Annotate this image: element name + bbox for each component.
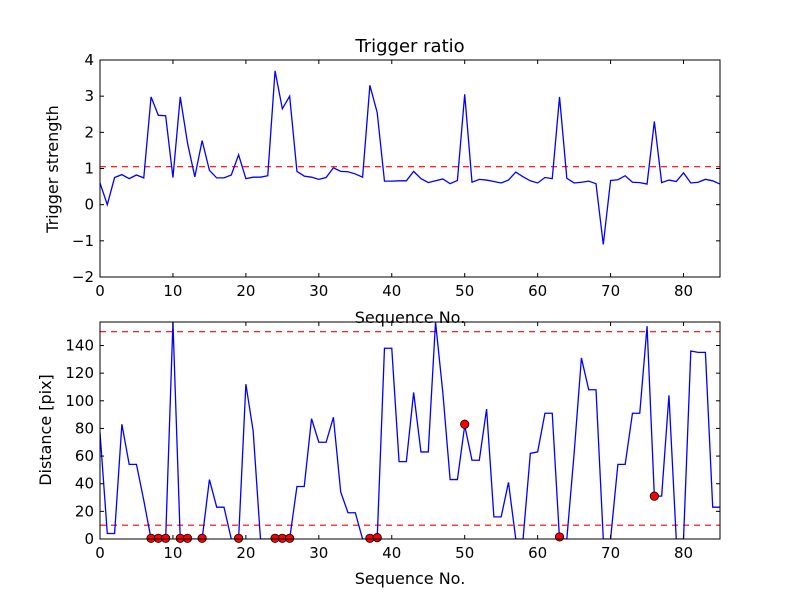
top-x-tick-label: 0 bbox=[95, 282, 105, 300]
bottom-trigger-markers bbox=[146, 419, 659, 543]
top-y-axis-label: Trigger strength bbox=[43, 105, 62, 234]
top-y-tick-label: −1 bbox=[72, 232, 94, 250]
bottom-x-tick-label: 80 bbox=[674, 544, 693, 562]
top-x-tick-label: 20 bbox=[236, 282, 255, 300]
bottom-y-tick-label: 0 bbox=[84, 530, 94, 548]
top-x-tick-label: 30 bbox=[309, 282, 328, 300]
top-x-tick-label: 40 bbox=[382, 282, 401, 300]
top-x-tick-label: 70 bbox=[601, 282, 620, 300]
top-x-tick-label: 50 bbox=[455, 282, 474, 300]
bottom-marker-6 bbox=[233, 533, 244, 543]
bottom-x-tick-label: 10 bbox=[163, 544, 182, 562]
top-y-tick-label: 0 bbox=[84, 196, 94, 214]
bottom-x-tick-label: 0 bbox=[95, 544, 105, 562]
top-x-tick-label: 80 bbox=[674, 282, 693, 300]
top-plot-title: Trigger ratio bbox=[354, 36, 464, 57]
bottom-marker-14 bbox=[649, 491, 659, 501]
bottom-distance-line bbox=[100, 322, 720, 539]
bottom-marker-5 bbox=[197, 533, 207, 543]
bottom-x-axis-label: Sequence No. bbox=[355, 569, 466, 588]
bottom-y-tick-label: 100 bbox=[65, 392, 94, 410]
bottom-y-tick-label: 40 bbox=[75, 475, 94, 493]
top-x-axis-label: Sequence No. bbox=[355, 308, 466, 327]
bottom-y-tick-label: 120 bbox=[65, 364, 94, 382]
top-x-ticks: 0 10 20 30 40 50 60 70 80 bbox=[95, 60, 693, 300]
top-y-tick-label: 4 bbox=[84, 51, 94, 69]
top-x-tick-label: 60 bbox=[528, 282, 547, 300]
bottom-marker-11 bbox=[372, 533, 382, 543]
bottom-marker-9 bbox=[285, 533, 295, 543]
bottom-marker-4 bbox=[182, 533, 193, 543]
bottom-marker-13 bbox=[554, 532, 565, 542]
bottom-x-tick-label: 70 bbox=[601, 544, 620, 562]
top-y-tick-label: 2 bbox=[84, 123, 94, 141]
bottom-plot-frame bbox=[99, 321, 721, 540]
bottom-y-axis-label: Distance [pix] bbox=[36, 374, 55, 486]
top-y-tick-label: 1 bbox=[84, 160, 94, 178]
bottom-y-tick-label: 20 bbox=[75, 502, 94, 520]
bottom-x-tick-label: 30 bbox=[309, 544, 328, 562]
bottom-marker-12 bbox=[460, 419, 470, 429]
bottom-plot: 0 10 20 30 40 50 60 70 80 0 20 40 60 80 100 120 140 Seq… bbox=[36, 321, 721, 588]
bottom-x-tick-label: 40 bbox=[382, 544, 401, 562]
top-x-tick-label: 10 bbox=[163, 282, 182, 300]
bottom-x-tick-label: 60 bbox=[528, 544, 547, 562]
bottom-y-tick-label: 140 bbox=[65, 336, 94, 354]
top-y-ticks: −2 −1 0 1 2 3 4 bbox=[72, 51, 720, 286]
bottom-x-tick-label: 50 bbox=[455, 544, 474, 562]
top-plot: Trigger ratio 0 10 20 30 40 50 60 70 80 −2 −1 0 1 2 3… bbox=[43, 36, 721, 327]
bottom-x-tick-label: 20 bbox=[236, 544, 255, 562]
top-y-tick-label: 3 bbox=[84, 87, 94, 105]
bottom-x-ticks: 0 10 20 30 40 50 60 70 80 bbox=[95, 322, 693, 562]
bottom-marker-2 bbox=[161, 533, 171, 543]
bottom-y-tick-label: 60 bbox=[75, 447, 94, 465]
top-trigger-strength-line bbox=[100, 70, 720, 245]
bottom-y-ticks: 0 20 40 60 80 100 120 140 bbox=[65, 336, 720, 548]
bottom-y-tick-label: 80 bbox=[75, 419, 94, 437]
top-y-tick-label: −2 bbox=[72, 268, 94, 286]
